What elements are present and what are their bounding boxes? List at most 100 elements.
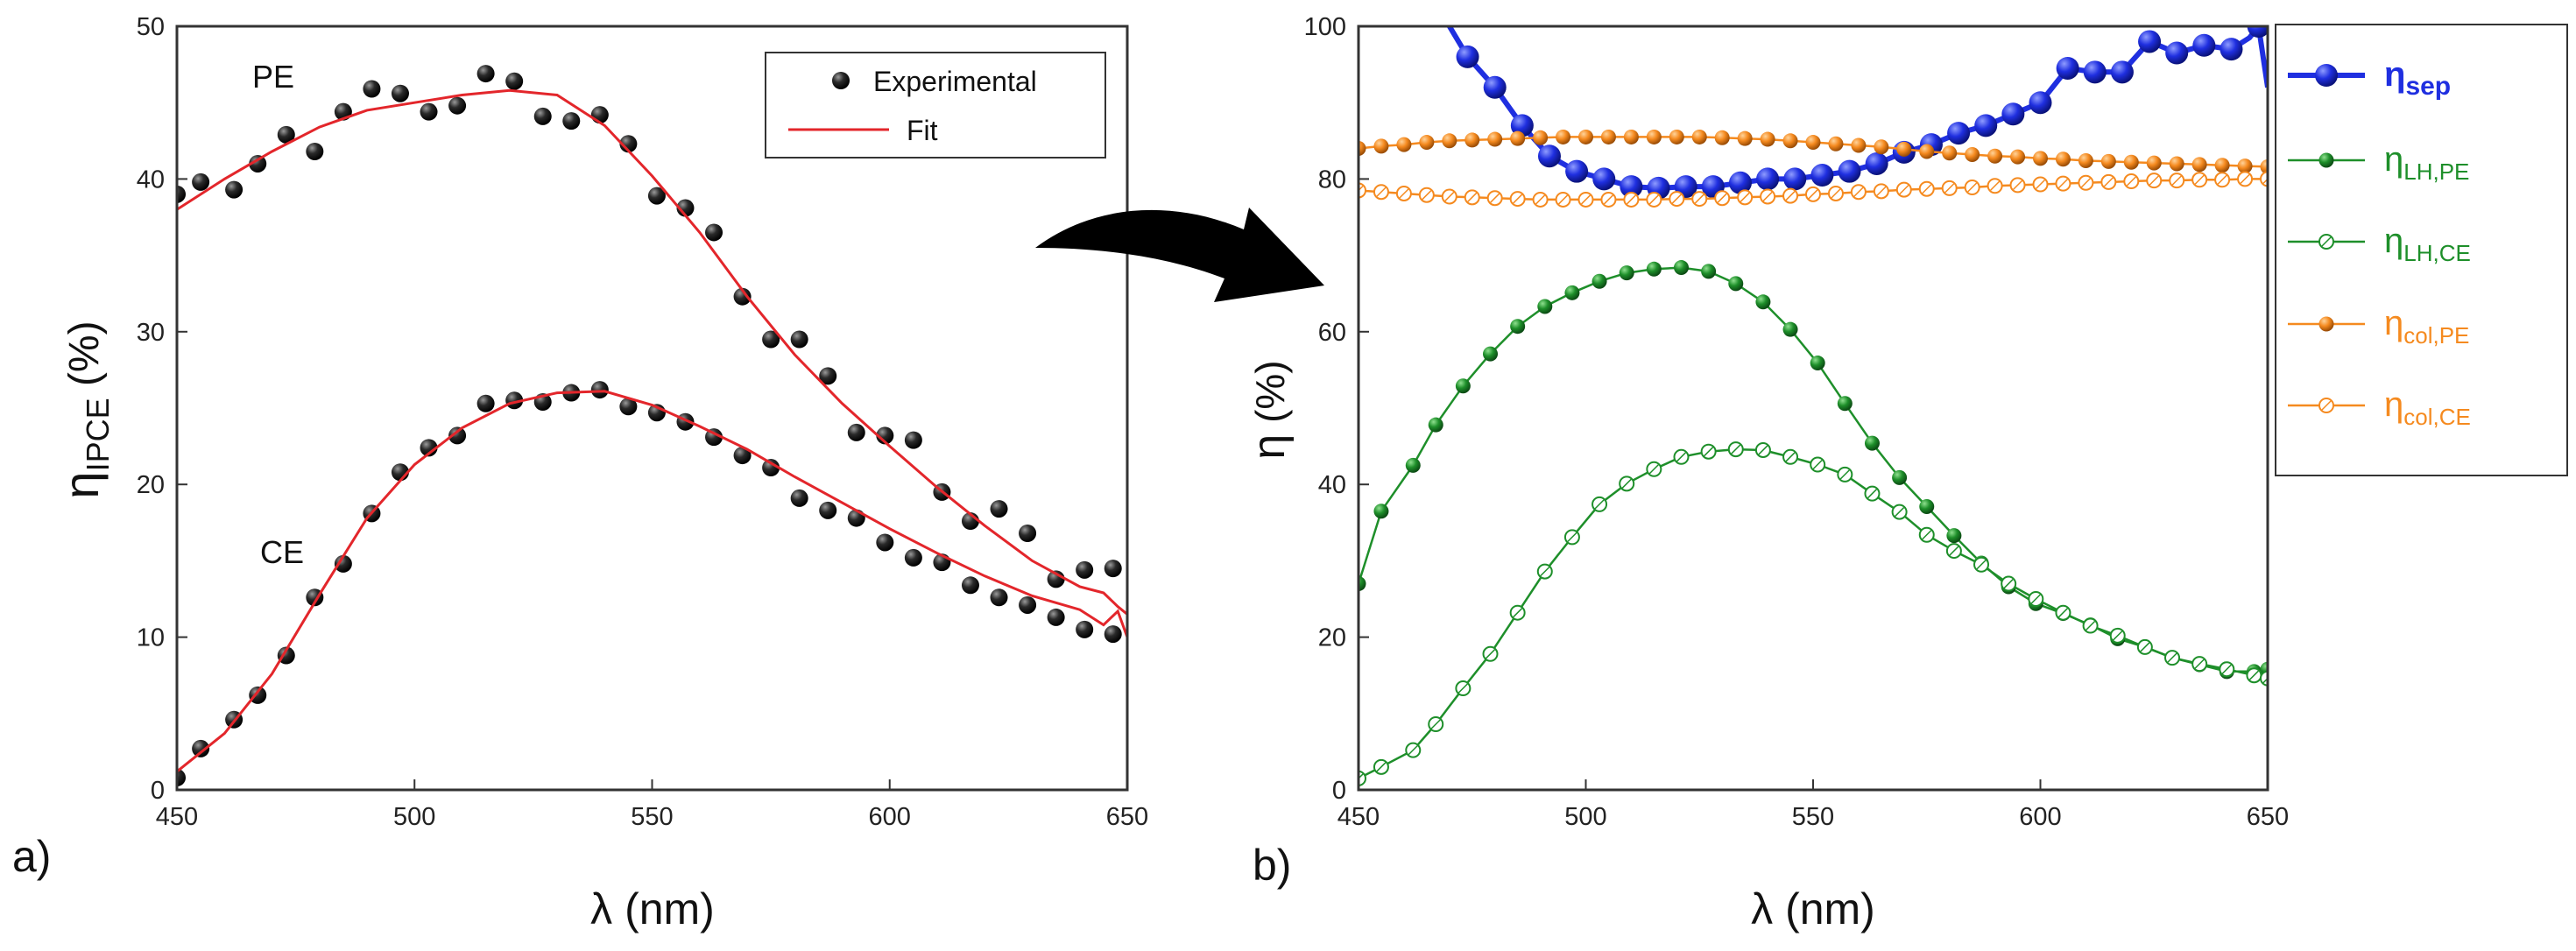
data-point--lh-pe [1892, 469, 1908, 485]
data-point-hatch--col-ce [1785, 191, 1796, 201]
data-point-hatch--lh-ce [2248, 670, 2259, 680]
data-point--sep [2083, 60, 2107, 84]
data-point--sep [1838, 159, 1861, 183]
data-point--col-pe [1487, 131, 1503, 147]
legend-label-main: η [2384, 55, 2405, 94]
panel-a-xtick-label: 500 [393, 803, 435, 831]
data-point--sep [2192, 33, 2216, 57]
data-point-hatch--col-ce [1694, 194, 1704, 204]
panel-a-ylabel-rest: (%) [61, 321, 108, 398]
data-point-experimental-pe [1104, 560, 1122, 578]
panel-b-frame [1357, 25, 2269, 792]
data-point-hatch--lh-ce [1895, 507, 1905, 518]
data-point--col-pe [1782, 133, 1798, 149]
data-point-hatch--col-ce [1626, 194, 1636, 205]
data-point-hatch--lh-ce [2262, 677, 2268, 684]
data-point-hatch--col-ce [1467, 192, 1478, 202]
data-point-hatch--col-ce [1490, 193, 1500, 203]
data-point--col-pe [1533, 130, 1549, 145]
data-point--col-pe [1578, 129, 1593, 144]
series-line-fit-pe [177, 88, 1127, 616]
panel-b-ytick-label: 20 [1318, 624, 1346, 652]
data-point--col-pe [1851, 137, 1867, 153]
data-point-hatch--lh-ce [1457, 683, 1468, 694]
data-point--col-pe [2169, 156, 2184, 172]
data-point--lh-pe [1591, 273, 1607, 289]
legend-label--lh-ce: ηLH,CE [2384, 222, 2471, 266]
data-point-experimental-pe [363, 80, 381, 98]
panel-a-annotation-pe: PE [252, 59, 294, 95]
data-point-experimental-ce [990, 588, 1008, 607]
data-point--lh-pe [1510, 319, 1526, 335]
data-point-experimental-pe [505, 72, 524, 90]
legend-marker--col-pe [2318, 316, 2334, 332]
data-point-hatch--lh-ce [1922, 530, 1932, 540]
data-point--lh-pe [1373, 504, 1389, 519]
data-point--lh-ce [2260, 670, 2268, 687]
panel-a-label: a) [12, 832, 51, 881]
data-point-hatch--lh-ce [1513, 608, 1523, 618]
data-point--sep [2029, 91, 2052, 115]
legend-label-fit: Fit [907, 115, 938, 146]
legend-label-main: η [2384, 304, 2403, 342]
data-point-experimental-pe [990, 500, 1008, 518]
panel-a-ytick-label: 50 [137, 13, 165, 41]
svg-text:ηIPCE (%): ηIPCE (%) [53, 321, 116, 498]
data-point-experimental-ce [1019, 595, 1037, 614]
panel-b-y-axis-label: η (%) [1244, 360, 1295, 459]
data-point--lh-pe [1919, 498, 1935, 514]
data-point--lh-pe [1782, 321, 1798, 337]
data-point--col-pe [1714, 130, 1730, 145]
data-point--sep [2001, 102, 2025, 126]
panel-a-ytick-label: 40 [137, 166, 165, 194]
data-point-experimental-pe [819, 367, 837, 385]
data-point-hatch--col-ce [1831, 188, 1841, 199]
data-point--sep [1974, 114, 1998, 137]
data-point--col-pe [2237, 158, 2253, 174]
data-point-experimental-ce [590, 381, 609, 399]
data-point-hatch--col-ce [1603, 194, 1613, 205]
panel-b-ytick-label: 80 [1318, 166, 1346, 194]
data-point-experimental-pe [790, 330, 808, 349]
data-point--col-pe [2033, 151, 2048, 166]
data-point-experimental-ce [904, 548, 922, 567]
data-point-experimental-ce [177, 769, 186, 787]
panel-b-x-axis-label: λ (nm) [1751, 884, 1875, 933]
data-point-experimental-pe [277, 125, 295, 144]
data-point-hatch--col-ce [1444, 191, 1455, 201]
data-point--lh-pe [1537, 299, 1553, 314]
data-point--col-pe [1805, 135, 1821, 151]
data-point-hatch--col-ce [1580, 194, 1591, 205]
data-point-hatch--lh-ce [1430, 719, 1441, 729]
data-point-experimental-ce [1104, 625, 1122, 644]
panel-b-ytick-label: 40 [1318, 471, 1346, 499]
legend-label-sub: sep [2405, 72, 2451, 101]
data-point--col-pe [1510, 130, 1526, 146]
panel-b-ylabel-main: η [1244, 434, 1295, 460]
data-point--sep [2247, 26, 2268, 38]
arrow-body [1035, 208, 1324, 302]
data-point--lh-pe [1946, 528, 1962, 544]
data-point-hatch--lh-ce [1731, 444, 1741, 454]
panel-a-ytick-label: 10 [137, 624, 165, 652]
data-point-hatch--col-ce [1513, 194, 1523, 204]
data-point-hatch--lh-ce [1758, 445, 1768, 455]
data-point--col-pe [1359, 141, 1366, 157]
data-point--col-ce [1359, 182, 1366, 199]
data-point-hatch--lh-ce [1676, 452, 1687, 462]
legend-marker-hatch--lh-ce [2321, 236, 2332, 247]
data-point--lh-pe [1755, 294, 1771, 310]
data-point-experimental-pe [225, 180, 243, 199]
data-point--col-pe [1965, 146, 1980, 162]
data-point-experimental-ce [705, 428, 723, 447]
legend-marker--lh-pe [2318, 152, 2334, 168]
panel-a-plot-area [177, 65, 1127, 787]
panel-a-annotation-ce: CE [260, 534, 304, 570]
panel-b-ytick-label: 100 [1304, 13, 1346, 41]
data-point--lh-pe [1359, 576, 1366, 592]
data-point-hatch--col-ce [1876, 186, 1887, 196]
data-point--col-pe [1442, 133, 1457, 149]
data-point--col-pe [1919, 144, 1935, 159]
data-point-hatch--col-ce [1990, 180, 2001, 191]
